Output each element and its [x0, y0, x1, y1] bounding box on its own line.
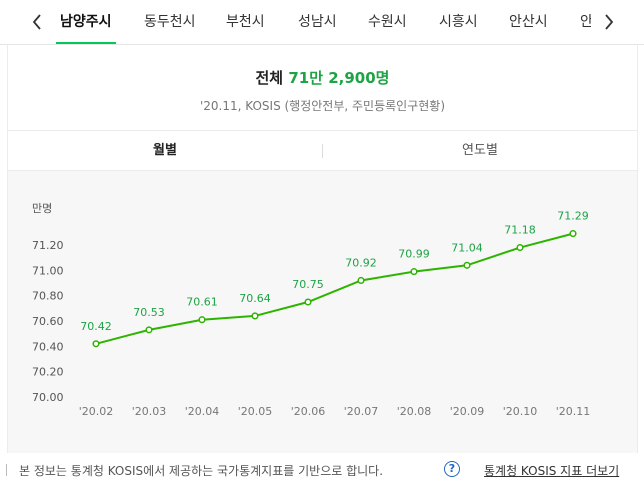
- total-population: 전체 71만 2,900명: [8, 67, 637, 88]
- data-label: 70.61: [186, 296, 218, 309]
- data-label: 71.18: [504, 224, 536, 237]
- data-label: 70.42: [80, 320, 112, 333]
- data-label: 70.53: [133, 306, 165, 319]
- data-point: [145, 326, 153, 334]
- footer: 본 정보는 통계청 KOSIS에서 제공하는 국가통계지표를 기반으로 합니다.…: [0, 458, 644, 482]
- y-tick-label: 71.20: [32, 239, 64, 252]
- data-label: 71.04: [451, 241, 483, 254]
- population-summary: 전체 71만 2,900명 '20.11, KOSIS (행정안전부, 주민등록…: [8, 45, 637, 131]
- series-line: [95, 232, 574, 345]
- tab-suwon[interactable]: 수원시: [368, 14, 407, 30]
- tab-prev-button[interactable]: [24, 9, 50, 35]
- y-tick-label: 70.40: [32, 340, 64, 353]
- total-value: 71만 2,900명: [288, 69, 390, 87]
- tab-bucheon[interactable]: 부천시: [226, 14, 265, 30]
- y-tick-label: 70.80: [32, 290, 64, 303]
- data-label: 70.64: [239, 292, 271, 305]
- x-tick-label: '20.09: [450, 405, 485, 418]
- region-tabs: 남양주시 동두천시 부천시 성남시 수원시 시흥시 안산시 안: [48, 0, 591, 44]
- data-point: [463, 261, 471, 269]
- tab-next-button[interactable]: [596, 9, 622, 35]
- population-line-chart: 만명 71.20 71.00 70.80 70.60 70.40 70.20 70.00 '20…: [32, 202, 591, 418]
- x-tick-label: '20.10: [503, 405, 538, 418]
- x-tick-label: '20.11: [556, 405, 591, 418]
- data-label: 70.92: [345, 256, 377, 269]
- data-point: [357, 276, 365, 285]
- period-toggle: 월별 연도별: [8, 131, 637, 171]
- tab-seongnam[interactable]: 성남시: [298, 14, 337, 30]
- x-tick-label: '20.08: [397, 405, 432, 418]
- x-tick-label: '20.03: [132, 405, 167, 418]
- tab-dongducheon[interactable]: 동두천시: [144, 14, 196, 30]
- footer-note: 본 정보는 통계청 KOSIS에서 제공하는 국가통계지표를 기반으로 합니다.: [19, 464, 384, 478]
- x-tick-label: '20.04: [185, 405, 220, 418]
- x-tick-label: '20.05: [238, 405, 273, 418]
- data-point: [516, 243, 524, 252]
- y-axis-unit-label: 만명: [32, 202, 52, 215]
- data-label: 71.29: [557, 210, 589, 223]
- chevron-left-icon: [32, 14, 41, 30]
- data-point: [304, 298, 312, 306]
- x-tick-label: '20.06: [291, 405, 326, 418]
- yearly-toggle-button[interactable]: 연도별: [462, 143, 498, 158]
- chevron-right-icon: [605, 14, 614, 30]
- data-point: [198, 316, 206, 324]
- tab-namyangju[interactable]: 남양주시: [56, 0, 116, 44]
- toggle-divider: [322, 144, 323, 158]
- population-card: 전체 71만 2,900명 '20.11, KOSIS (행정안전부, 주민등록…: [7, 45, 638, 453]
- tab-partial[interactable]: 안: [580, 14, 591, 30]
- monthly-toggle-button[interactable]: 월별: [153, 143, 177, 158]
- x-tick-label: '20.07: [344, 405, 379, 418]
- x-tick-label: '20.02: [79, 405, 114, 418]
- data-point: [569, 230, 577, 238]
- data-label: 70.75: [292, 278, 324, 291]
- data-point: [251, 312, 259, 320]
- y-tick-label: 70.20: [32, 366, 64, 379]
- data-point: [410, 268, 418, 276]
- y-tick-label: 70.00: [32, 391, 64, 404]
- data-source: '20.11, KOSIS (행정안전부, 주민등록인구현황): [199, 99, 446, 113]
- population-chart-area: 만명 71.20 71.00 70.80 70.60 70.40 70.20 70.00 '20…: [8, 171, 637, 453]
- region-tab-bar: 남양주시 동두천시 부천시 성남시 수원시 시흥시 안산시 안: [0, 0, 644, 45]
- help-icon[interactable]: ?: [444, 461, 460, 477]
- kosis-more-link[interactable]: 통계청 KOSIS 지표 더보기: [484, 464, 620, 478]
- footer-divider: [6, 464, 7, 476]
- data-point: [92, 340, 100, 348]
- y-tick-label: 70.60: [32, 315, 64, 328]
- data-label: 70.99: [398, 248, 430, 261]
- total-label: 전체: [255, 69, 284, 87]
- tab-ansan[interactable]: 안산시: [509, 14, 548, 30]
- tab-siheung[interactable]: 시흥시: [439, 14, 478, 30]
- y-tick-label: 71.00: [32, 264, 64, 277]
